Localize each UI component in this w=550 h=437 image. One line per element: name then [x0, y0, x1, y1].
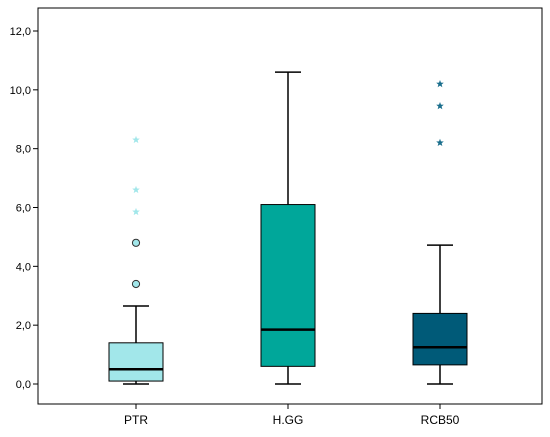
box-rcb50 [412, 79, 468, 385]
outlier-point [131, 238, 141, 247]
x-axis: PTR H.GG RCB50 [124, 404, 460, 427]
y-tick-label: 0,0 [16, 379, 31, 391]
extreme-outlier-star [132, 207, 140, 216]
x-tick-label: PTR [124, 413, 148, 427]
box-ptr [108, 135, 164, 385]
y-tick-label: 12,0 [10, 26, 31, 38]
y-tick-label: 2,0 [16, 320, 31, 332]
y-tick-label: 4,0 [16, 261, 31, 273]
y-tick-label: 6,0 [16, 203, 31, 215]
extreme-outlier-star [132, 185, 140, 194]
x-tick-label: H.GG [273, 413, 304, 427]
extreme-outlier-star [436, 138, 444, 147]
extreme-outlier-star [132, 135, 140, 144]
boxes-layer [108, 71, 468, 385]
y-tick-label: 8,0 [16, 144, 31, 156]
extreme-outlier-star [436, 102, 444, 110]
iqr-box [412, 312, 468, 366]
y-axis: 0,0 2,0 4,0 6,0 8,0 10,0 12,0 [10, 26, 38, 391]
outlier-point [131, 279, 141, 289]
x-tick-label: RCB50 [421, 413, 460, 427]
y-tick-label: 10,0 [10, 85, 31, 97]
iqr-box [260, 204, 316, 367]
extreme-outlier-star [436, 79, 444, 88]
box-h-gg [260, 71, 316, 385]
iqr-box [108, 342, 164, 382]
